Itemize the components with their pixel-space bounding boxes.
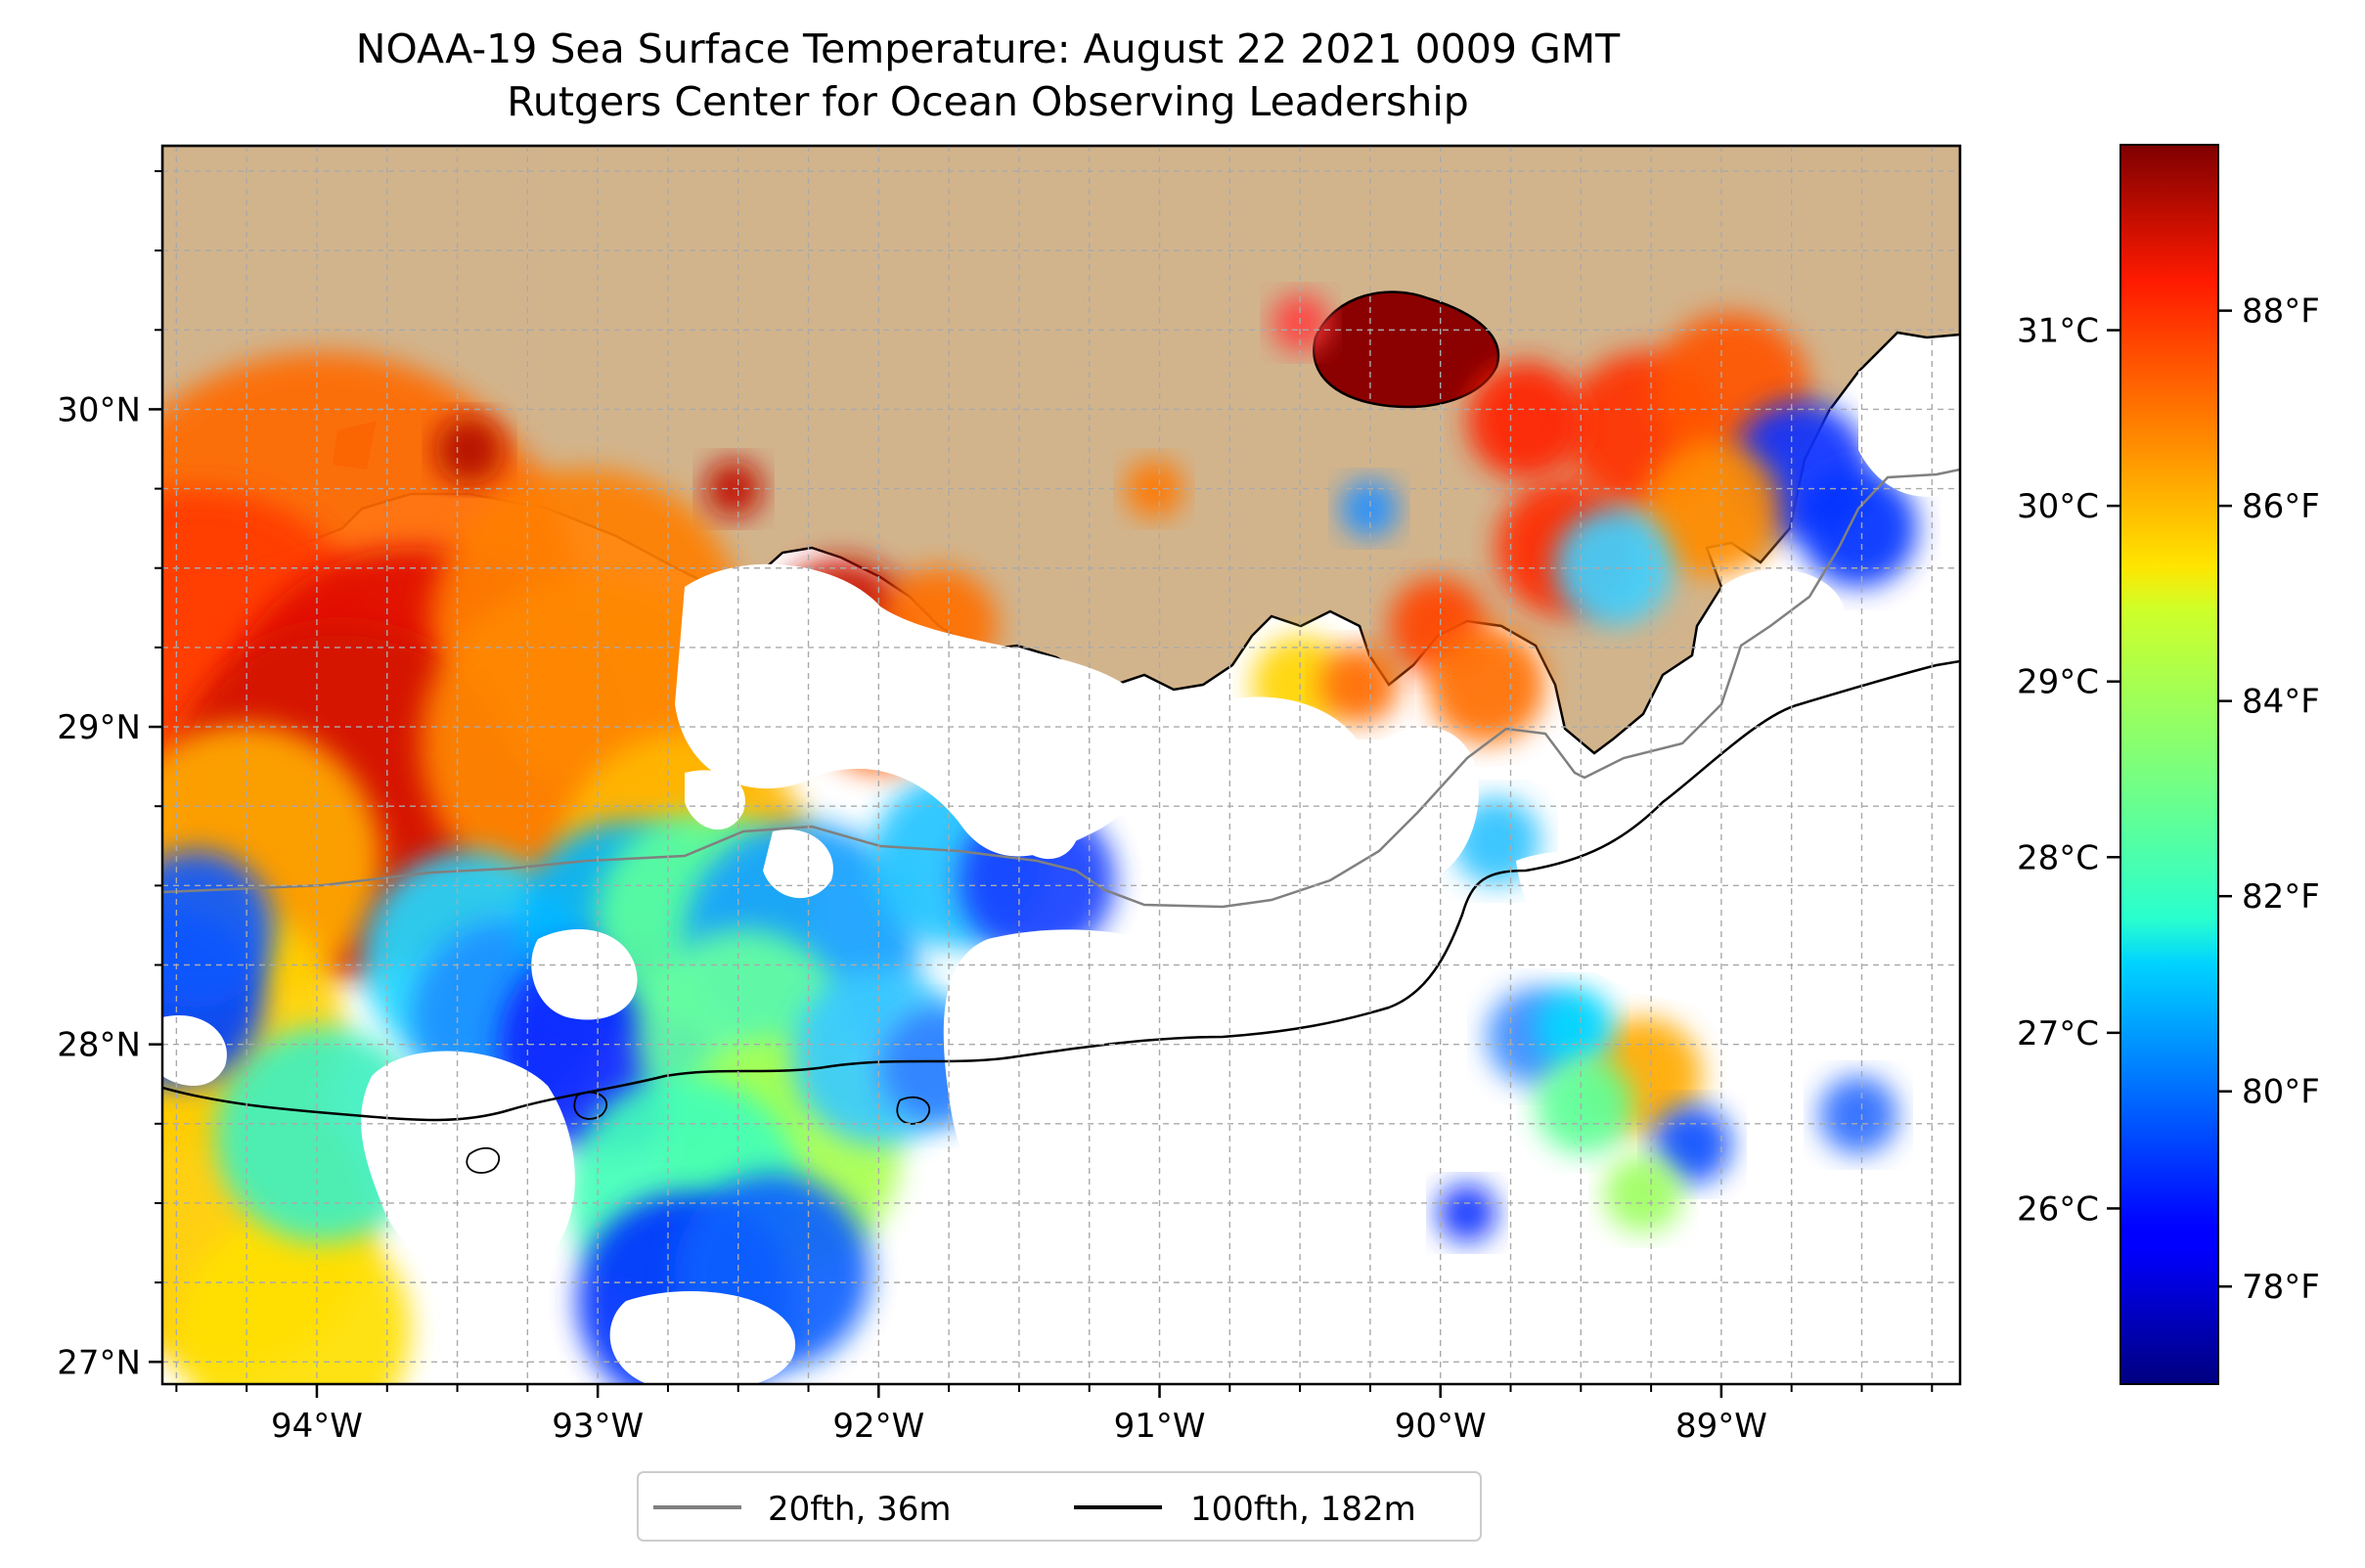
legend-box [637,1471,1482,1542]
colorbar-c-label: 28°C [2017,838,2099,877]
sst-patch [1428,626,1545,743]
colorbar-c-label: 29°C [2017,663,2099,702]
sst-patch [1604,1154,1682,1232]
sst-patch [1819,1076,1897,1154]
lat-tick-label: 28°N [57,1026,141,1065]
bathymetry-contour [466,1091,931,1174]
colorbar-ticks: 78°F 80°F 82°F 84°F 86°F 88°F 26°C 27°C 28°C 29°C… [2017,292,2320,1308]
legend-label-100fth: 100fth, 182m [1190,1490,1416,1529]
colorbar-f-label: 82°F [2242,877,2320,917]
sst-patch [1536,988,1614,1066]
sst-patch [1800,470,1917,587]
sst-patch [176,1213,411,1384]
sst-patch [1438,1184,1496,1242]
lat-tick-label: 27°N [57,1343,141,1382]
isobath-100fth [162,659,1960,1122]
lat-tick-label: 30°N [57,390,141,429]
chart-subtitle: Rutgers Center for Ocean Observing Leade… [507,78,1469,125]
lon-tick-label: 94°W [271,1407,363,1446]
sst-patch [1536,1056,1633,1154]
colorbar-c-label: 26°C [2017,1189,2099,1229]
map-axis-ticks: 94°W 93°W 92°W 91°W 90°W 89°W 27°N 28°N 29°N 30°N [57,169,1934,1446]
lake-pontchartrain [1313,291,1500,409]
sst-patch [1555,509,1673,626]
sst-field [162,293,1917,1384]
map-gridlines [162,146,1960,1384]
lon-tick-label: 93°W [552,1407,644,1446]
lon-tick-label: 91°W [1114,1407,1206,1446]
sst-patch [1340,479,1399,538]
colorbar [2120,144,2219,1385]
colorbar-f-label: 80°F [2242,1073,2320,1112]
lon-tick-label: 89°W [1675,1407,1767,1446]
sst-patch [1272,293,1330,352]
legend-label-20fth: 20fth, 36m [768,1490,952,1529]
map-frame [160,144,1962,1386]
no-data-areas [162,360,1960,1384]
sst-patch [1653,1105,1731,1184]
colorbar-f-label: 84°F [2242,683,2320,722]
lon-tick-label: 92°W [832,1407,924,1446]
colorbar-c-label: 30°C [2017,487,2099,526]
colorbar-f-label: 78°F [2242,1268,2320,1307]
lon-tick-label: 90°W [1395,1407,1487,1446]
sst-patch [1643,440,1780,577]
isobath-20fth [162,468,1960,909]
sst-patch [162,851,274,1008]
colorbar-f-label: 86°F [2242,487,2320,526]
colorbar-c-label: 31°C [2017,312,2099,351]
lat-tick-label: 29°N [57,708,141,747]
colorbar-f-label: 88°F [2242,292,2320,332]
sst-patch [1320,646,1399,724]
sst-patch [435,416,504,484]
legend: 20fth, 36m 100fth, 182m [637,1471,1482,1542]
sst-patch [1467,362,1584,479]
colorbar-c-label: 27°C [2017,1014,2099,1053]
chart-title: NOAA-19 Sea Surface Temperature: August … [355,25,1621,72]
